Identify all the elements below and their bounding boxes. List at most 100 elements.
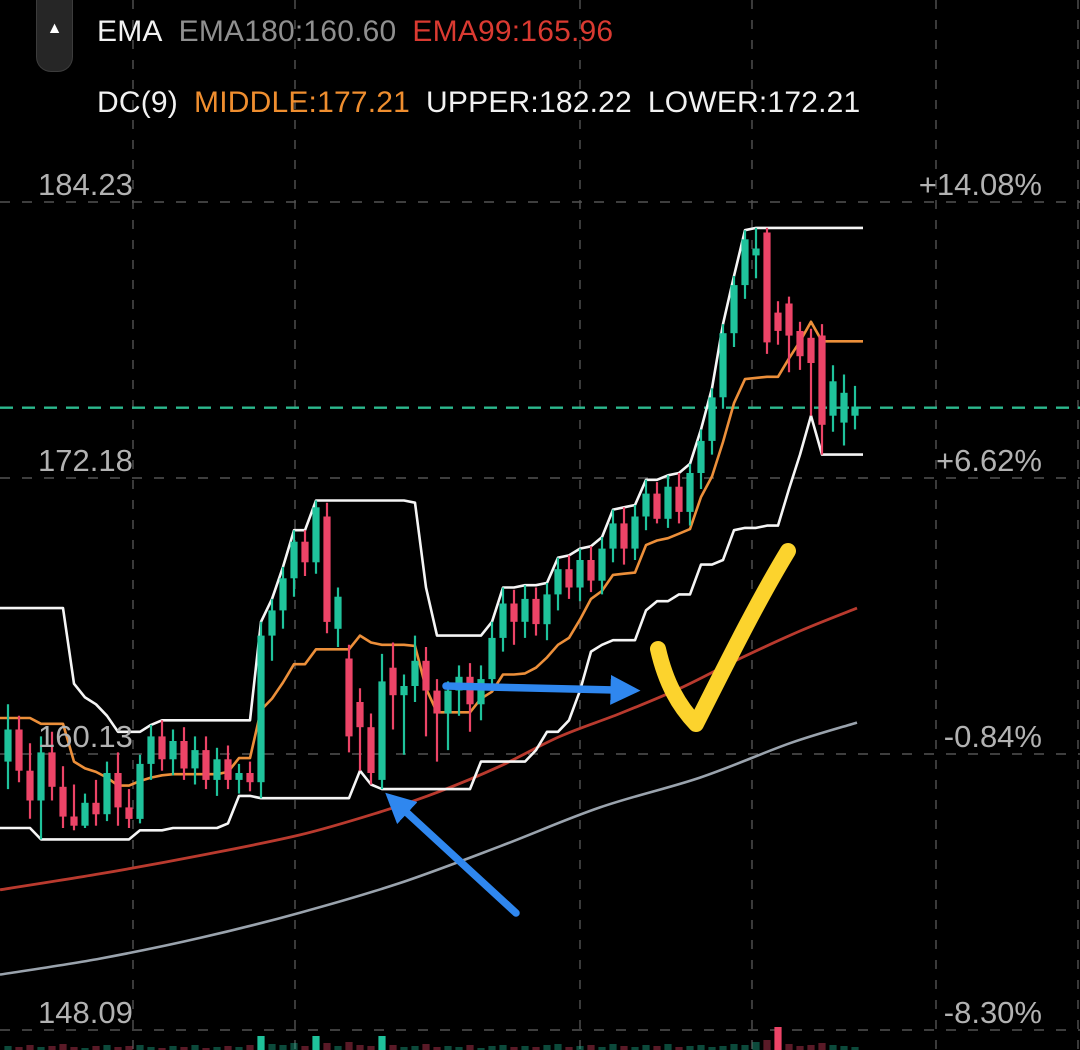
volume-bar — [158, 1048, 166, 1050]
indicator-legend-dc: DC(9) MIDDLE:177.21 UPPER:182.22 LOWER:1… — [97, 86, 860, 120]
volume-bar — [521, 1046, 529, 1050]
candle-body — [356, 702, 364, 728]
volume-bar — [59, 1044, 67, 1050]
volume-bar — [433, 1047, 441, 1050]
candle-body — [829, 381, 837, 416]
volume-bar — [730, 1044, 738, 1050]
candle-body — [70, 816, 78, 826]
volume-bar — [103, 1045, 111, 1050]
volume-bar — [741, 1045, 749, 1050]
y-axis-price-label: 184.23 — [38, 167, 133, 202]
y-axis-price-label: 160.13 — [38, 719, 133, 754]
volume-bar — [466, 1045, 474, 1050]
volume-bar — [191, 1045, 199, 1050]
volume-bar — [499, 1045, 507, 1050]
volume-bar — [796, 1046, 804, 1050]
candle-body — [389, 667, 397, 696]
candle-body — [444, 690, 452, 714]
dc-lower-line — [0, 414, 863, 841]
candle-body — [543, 594, 551, 625]
candle-body — [499, 603, 507, 638]
candle-body — [334, 596, 342, 629]
candle-body — [565, 569, 573, 588]
dc-middle-line — [0, 320, 863, 787]
volume-bar — [224, 1046, 232, 1050]
candle-body — [741, 239, 749, 286]
candle-body — [147, 736, 155, 764]
candle-body — [433, 690, 441, 714]
volume-bar — [345, 1042, 353, 1050]
candle-body — [664, 486, 672, 519]
ema99-value-label: EMA99:165.96 — [412, 15, 614, 48]
candle-body — [411, 660, 419, 686]
blue-arrow-annotation — [385, 792, 520, 917]
candle-body — [235, 773, 243, 780]
dc-middle-value-label: MIDDLE:177.21 — [194, 86, 411, 119]
volume-bar — [785, 1044, 793, 1050]
candle-body — [81, 802, 89, 826]
candle-body — [191, 750, 199, 769]
candle-body — [840, 392, 848, 423]
volume-bar — [213, 1047, 221, 1050]
y-axis-percent-label: -8.30% — [943, 995, 1042, 1030]
candle-body — [642, 493, 650, 517]
ema180-value-label: EMA180:160.60 — [178, 15, 397, 48]
candle-body — [59, 786, 67, 817]
volume-bar — [246, 1045, 254, 1050]
candle-body — [785, 303, 793, 336]
volume-bar — [763, 1040, 771, 1050]
volume-bar — [389, 1045, 397, 1050]
candle-body — [488, 637, 496, 680]
y-axis-price-label: 148.09 — [38, 995, 133, 1030]
volume-bar — [400, 1047, 408, 1050]
candle-body — [532, 598, 540, 625]
candle-body — [587, 560, 595, 581]
volume-bar — [664, 1044, 672, 1050]
volume-bar — [697, 1045, 705, 1050]
volume-bar — [829, 1045, 837, 1050]
candle-body — [576, 560, 584, 588]
volume-bar — [598, 1047, 606, 1050]
volume-bar — [15, 1047, 23, 1050]
volume-bar — [642, 1045, 650, 1050]
candle-body — [851, 406, 859, 416]
volume-bar — [81, 1048, 89, 1050]
volume-layer — [4, 1027, 859, 1050]
volume-bar — [268, 1044, 276, 1050]
candle-body — [620, 523, 628, 549]
candle-body — [158, 736, 166, 760]
volume-bar — [290, 1043, 298, 1050]
volume-bar — [477, 1048, 485, 1050]
volume-bar — [565, 1047, 573, 1050]
candle-body — [675, 486, 683, 512]
candle-body — [477, 679, 485, 705]
y-axis-percent-label: +14.08% — [918, 167, 1042, 202]
volume-bar — [554, 1044, 562, 1050]
volume-bar — [367, 1046, 375, 1050]
volume-bar — [37, 1047, 45, 1050]
volume-bar — [4, 1046, 12, 1050]
candle-body — [268, 610, 276, 636]
y-axis-percent-label: +6.62% — [935, 443, 1042, 478]
candle-body — [422, 660, 430, 691]
volume-bar — [114, 1047, 122, 1050]
candle-body — [213, 759, 221, 780]
volume-bar — [807, 1045, 815, 1050]
volume-bar — [455, 1047, 463, 1050]
volume-bar — [620, 1046, 628, 1050]
candle-body — [730, 285, 738, 334]
candle-body — [103, 773, 111, 815]
dc-indicator-name: DC(9) — [97, 86, 178, 119]
volume-bar — [675, 1047, 683, 1050]
volume-bar — [323, 1043, 331, 1050]
candle-body — [719, 333, 727, 398]
ema180-line — [0, 721, 858, 976]
collapse-indicator-button[interactable]: ▲ — [36, 0, 73, 72]
volume-bar — [169, 1046, 177, 1050]
y-axis-percent-label: -0.84% — [943, 719, 1042, 754]
volume-bar — [653, 1046, 661, 1050]
volume-bar — [356, 1045, 364, 1050]
